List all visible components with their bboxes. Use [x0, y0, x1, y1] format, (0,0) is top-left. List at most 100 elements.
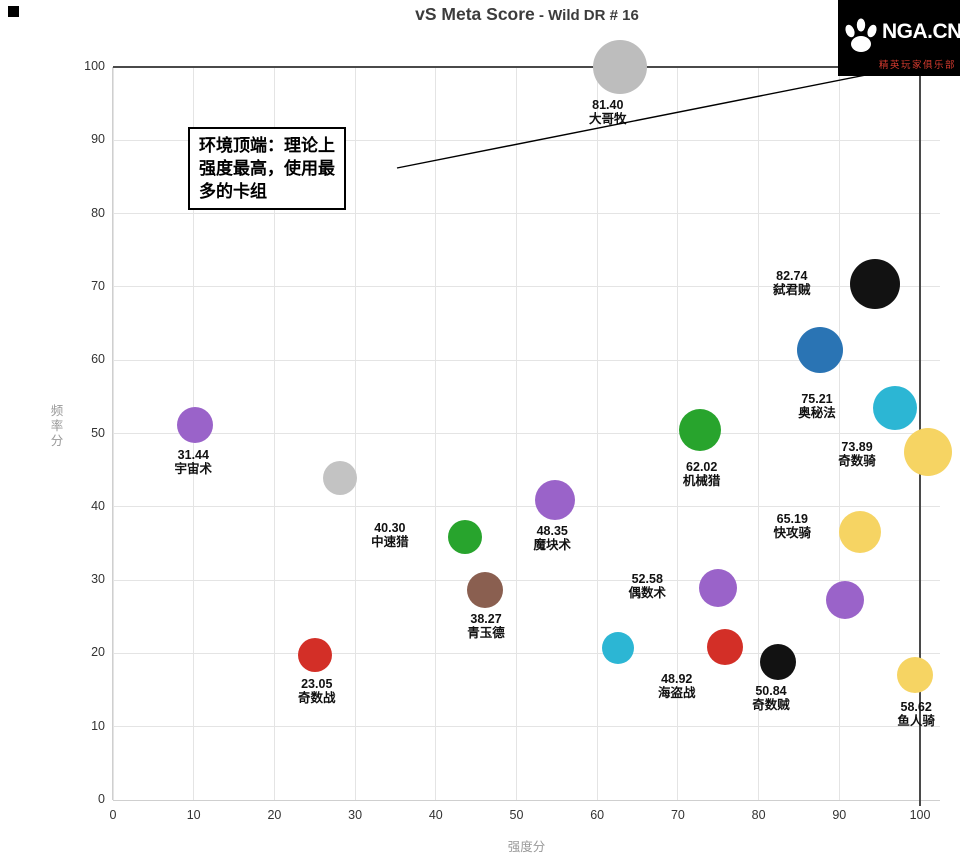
annotation-line: 环境顶端：理论上: [199, 136, 335, 155]
bubble-name: 大哥牧: [589, 112, 627, 126]
bubble-label: 82.74 弑君贼: [747, 269, 837, 297]
nga-logo-text: NGA.CN: [882, 20, 960, 43]
y-tick-label: 20: [91, 645, 105, 660]
x-tick-label: 70: [670, 808, 685, 822]
chart-bubble: [297, 637, 332, 672]
bubble-name: 奥秘法: [798, 405, 836, 420]
y-tick-label: 90: [91, 132, 105, 147]
bubble-label: 31.44 宇宙术: [148, 448, 238, 476]
y-axis-label: 频率分: [50, 404, 64, 448]
x-tick-label: 0: [109, 808, 117, 822]
chart-bubble: [825, 580, 864, 619]
x-axis-label: 强度分: [507, 840, 546, 854]
x-tick-label: 10: [186, 808, 201, 822]
chart-bubble: [592, 40, 647, 94]
chart-title: vS Meta Score - Wild DR # 16: [415, 4, 639, 25]
chart-bubble: [678, 408, 721, 451]
claw-icon: [845, 18, 877, 52]
bubble-score: 65.19: [776, 511, 808, 526]
chart-bubble: [535, 480, 576, 521]
chart-bubble: [467, 571, 504, 608]
bubble-name: 青玉德: [467, 625, 505, 640]
chart-bubble: [904, 427, 953, 476]
bubble-label: 52.58 偶数术: [602, 572, 692, 600]
chart-bubble: [177, 406, 214, 443]
x-tick-label: 100: [909, 808, 931, 822]
bubble-score: 48.92: [661, 671, 693, 686]
chart-title-main: vS Meta Score: [415, 4, 535, 24]
x-tick-label: 40: [428, 808, 443, 822]
chart-bubble: [849, 258, 900, 309]
bubble-score: 50.84: [755, 684, 787, 699]
bubble-score: 73.89: [841, 439, 873, 454]
gridline-horizontal: [113, 579, 940, 581]
gridline-horizontal: [113, 433, 940, 434]
bubble-label: 48.92 海盗战: [632, 672, 722, 700]
gridline-horizontal: [113, 213, 940, 215]
chart-bubble: [897, 656, 934, 693]
y-axis-line: [112, 67, 113, 800]
x-tick-label: 50: [509, 808, 524, 822]
x-tick-label: 20: [267, 808, 282, 822]
y-tick-label: 70: [91, 278, 105, 293]
bubble-name: 偶数术: [628, 586, 666, 601]
bubble-label: 50.84 奇数贼: [726, 684, 816, 712]
annotation-line: 强度最高，使用最: [199, 159, 335, 178]
x-tick-label: 80: [751, 808, 766, 822]
bubble-label: 23.05 奇数战: [272, 677, 362, 705]
x-tick-label: 60: [590, 808, 605, 822]
y-tick-label: 30: [91, 572, 105, 587]
chart-bubble: [602, 632, 635, 665]
bubble-score: 23.05: [301, 676, 333, 691]
chart-bubble: [872, 385, 917, 430]
bubble-name: 魔块术: [533, 538, 571, 553]
gridline-horizontal: [113, 286, 940, 288]
bubble-score: 52.58: [631, 572, 663, 587]
y-tick-label: 50: [91, 425, 105, 440]
bubble-score: 81.40: [592, 98, 624, 112]
y-tick-label: 100: [84, 59, 105, 73]
nga-logo: NGA.CN 精英玩家俱乐部: [838, 0, 960, 76]
gridline-horizontal: [113, 726, 940, 728]
chart-bubble: [447, 519, 482, 554]
bubble-label: 58.62 鱼人骑: [871, 700, 960, 728]
reference-line-top: [113, 66, 920, 68]
bubble-label: 62.02 机械猎: [657, 460, 747, 488]
bubble-score: 82.74: [776, 268, 808, 283]
chart-bubble: [322, 461, 357, 496]
bubble-label: 65.19 快攻骑: [747, 512, 837, 540]
bubble-name: 奇数战: [297, 690, 336, 705]
bubble-label: 38.27 青玉德: [441, 612, 531, 640]
bubble-label: 48.35 魔块术: [507, 524, 597, 552]
chart-bubble: [759, 644, 796, 681]
bubble-label: 40.30 中速猎: [345, 521, 435, 549]
gridline-horizontal: [113, 652, 940, 654]
bubble-score: 38.27: [470, 611, 502, 626]
x-axis-line: [113, 800, 940, 801]
bubble-label: 73.89 奇数骑: [812, 440, 902, 468]
bubble-name: 海盗战: [657, 685, 696, 700]
y-tick-label: 0: [98, 792, 105, 806]
bubble-score: 62.02: [686, 459, 718, 474]
gridline-horizontal: [113, 506, 940, 508]
corner-marker: [8, 6, 19, 17]
y-tick-label: 80: [91, 205, 105, 220]
chart-bubble: [699, 569, 738, 608]
y-tick-label: 40: [91, 498, 105, 513]
bubble-label: 75.21 奥秘法: [772, 392, 862, 420]
bubble-name: 鱼人骑: [897, 713, 935, 728]
bubble-score: 31.44: [177, 447, 209, 462]
bubble-name: 奇数骑: [838, 453, 876, 468]
y-tick-label: 60: [91, 352, 105, 367]
chart-bubble: [796, 326, 843, 373]
gridline-horizontal: [113, 359, 940, 361]
bubble-score: 40.30: [374, 520, 406, 535]
bubble-name: 弑君贼: [773, 282, 811, 297]
chart-title-suffix: - Wild DR # 16: [534, 7, 639, 24]
annotation-box: 环境顶端：理论上 强度最高，使用最 多的卡组: [188, 127, 346, 210]
bubble-name: 宇宙术: [174, 461, 213, 476]
bubble-name: 快攻骑: [773, 525, 812, 540]
bubble-score: 48.35: [536, 524, 568, 539]
